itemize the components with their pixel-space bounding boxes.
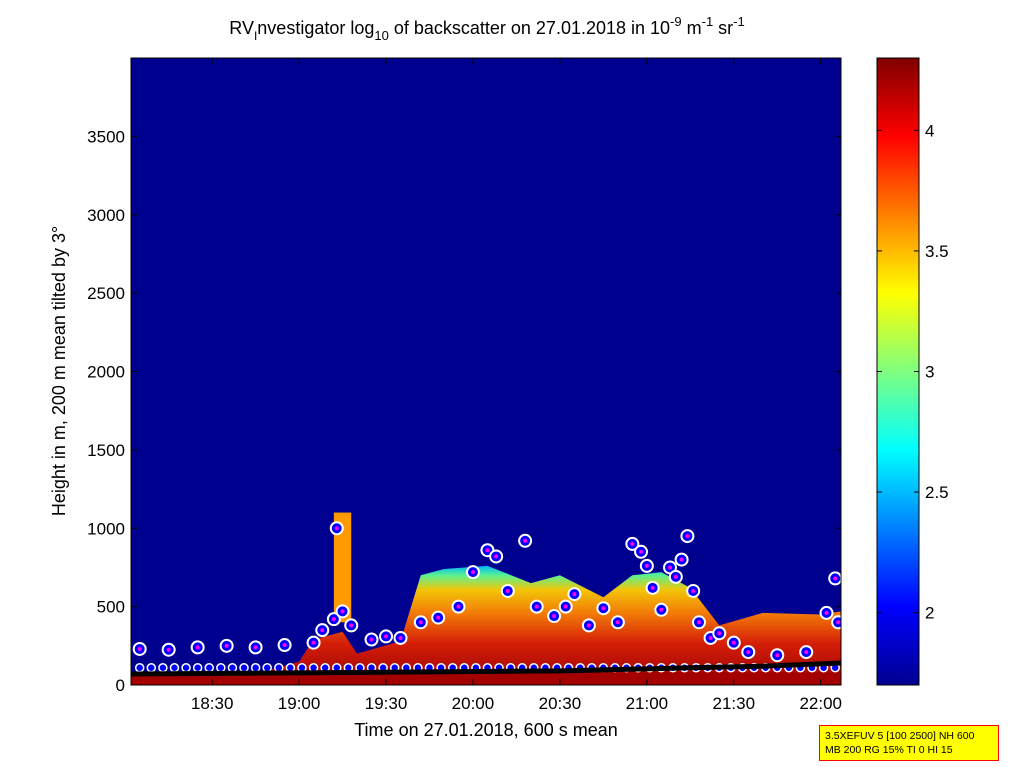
cloud-marker-center [668,565,673,570]
cloud-marker-center [311,640,316,645]
cloud-marker-center [224,643,229,648]
cloud-marker-center [659,607,664,612]
y-tick-label: 2000 [87,363,125,382]
x-tick-label: 21:30 [713,694,756,713]
y-axis-label: Height in m, 200 m mean tilted by 3° [49,226,69,516]
cloud-marker-center [552,614,557,619]
x-tick-label: 22:00 [799,694,842,713]
info-line-1: 3.5XEFUV 5 [100 2500] NH 600 [825,730,975,742]
x-tick-label: 20:00 [452,694,495,713]
low-marker [169,663,180,673]
y-tick-label: 1000 [87,519,125,538]
cloud-marker-center [523,538,528,543]
aerosol-layer-area [131,565,841,685]
cloud-marker-center [691,588,696,593]
cloud-marker-center [349,623,354,628]
cloud-marker-center [572,592,577,597]
x-axis-label: Time on 27.01.2018, 600 s mean [354,720,618,740]
info-box: 3.5XEFUV 5 [100 2500] NH 600 MB 200 RG 1… [819,725,999,761]
cloud-marker-center [334,526,339,531]
y-tick-label: 3000 [87,206,125,225]
aerosol-plume [333,512,352,623]
cloud-marker-center [644,563,649,568]
cloud-marker-center [601,606,606,611]
info-line-2: MB 200 RG 15% TI 0 HI 15 [825,744,953,756]
low-marker [146,663,157,673]
colorbar-tick-label: 3 [925,363,934,382]
x-tick-label: 18:30 [191,694,234,713]
chart-title: RVInvestigator log10 of backscatter on 2… [229,14,744,43]
x-tick-label: 20:30 [539,694,582,713]
colorbar-tick-label: 4 [925,121,934,140]
low-marker [216,663,226,673]
surface-band [131,672,841,685]
low-marker [134,663,145,673]
ground-line [131,660,841,677]
low-marker [227,663,238,673]
x-tick-label: 21:00 [626,694,669,713]
cloud-marker-center [650,585,655,590]
cloud-marker-center [137,646,142,651]
cloud-marker-center [282,643,287,648]
cloud-marker-center [630,541,635,546]
low-marker [204,663,214,673]
y-tick-label: 3500 [87,127,125,146]
cloud-marker-center [253,645,258,650]
low-marker [181,663,191,673]
cloud-marker-center [166,647,171,652]
x-tick-label: 19:30 [365,694,408,713]
cloud-marker-center [746,650,751,655]
cloud-marker-center [456,604,461,609]
x-tick-label: 19:00 [278,694,321,713]
cloud-marker-center [418,620,423,625]
cloud-marker-center [708,635,713,640]
y-tick-label: 500 [97,598,125,617]
y-tick-label: 2500 [87,284,125,303]
cloud-marker-center [717,631,722,636]
cloud-marker-center [679,557,684,562]
cloud-marker-center [615,620,620,625]
cloud-marker-center [436,615,441,620]
colorbar-tick-label: 3.5 [925,242,949,261]
cloud-marker-center [340,609,345,614]
cloud-marker-center [697,620,701,625]
cloud-marker-center [685,534,690,539]
cloud-marker-center [804,650,809,655]
cloud-marker-center [731,640,736,645]
y-tick-label: 0 [116,676,125,695]
colorbar [876,57,920,686]
colorbar-tick-label: 2.5 [925,483,949,502]
cloud-marker-center [494,554,499,559]
cloud-marker-center [563,604,568,609]
low-marker [250,663,261,673]
y-tick-label: 1500 [87,441,125,460]
cloud-marker-center [639,549,644,554]
cloud-marker-center [470,570,475,575]
cloud-marker-center [586,623,591,628]
cloud-marker-center [833,576,838,581]
cloud-marker-center [320,628,325,633]
cloud-marker-center [485,548,490,553]
cloud-marker-center [775,653,780,658]
low-marker [158,663,168,673]
cloud-marker-center [505,588,510,593]
cloud-marker-center [195,645,200,650]
cloud-marker-center [836,620,841,625]
colorbar-tick-label: 2 [925,604,934,623]
cloud-marker-center [824,610,829,615]
cloud-marker-center [384,634,389,639]
cloud-marker-center [534,604,539,609]
cloud-marker-center [673,574,678,579]
low-marker [239,663,249,673]
cloud-marker-center [398,635,403,640]
plot-area [131,512,841,685]
cloud-marker-center [331,617,336,622]
low-marker [192,663,203,673]
cloud-marker-center [369,637,374,642]
